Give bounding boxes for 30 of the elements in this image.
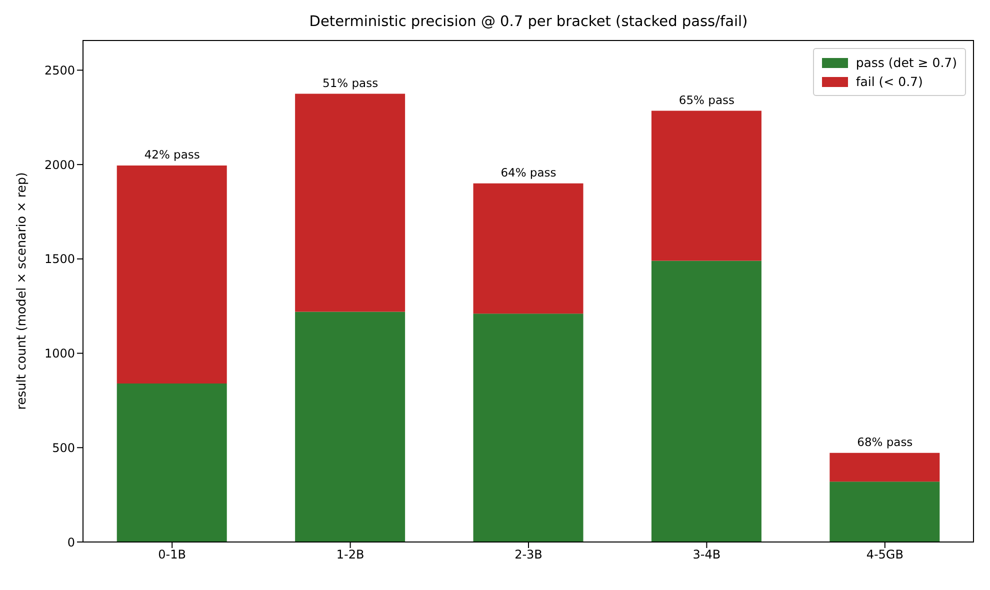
bar <box>473 314 584 542</box>
x-tick-label: 0-1B <box>158 548 186 562</box>
y-axis-title: result count (model × scenario × rep) <box>13 172 28 410</box>
annotation: 51% pass <box>322 76 378 90</box>
chart-title: Deterministic precision @ 0.7 per bracket (stacked pass/fail) <box>308 14 749 30</box>
x-tick-label: 2-3B <box>514 548 542 562</box>
bar <box>651 260 762 542</box>
y-tick-label: 2000 <box>44 158 75 172</box>
annotation: 65% pass <box>678 92 734 107</box>
x-tick-label: 1-2B <box>336 548 364 562</box>
x-tick-label: 3-4B <box>692 548 721 562</box>
y-tick-label: 0 <box>67 535 75 550</box>
bar <box>116 166 227 384</box>
bar <box>830 452 940 482</box>
bar <box>830 482 940 542</box>
bar <box>473 183 584 314</box>
x-tick-label: 4-5GB <box>866 548 904 562</box>
legend-label: fail (< 0.7) <box>856 73 923 91</box>
bar <box>651 110 762 261</box>
y-tick-label: 500 <box>52 440 75 455</box>
annotation: 64% pass <box>500 165 556 180</box>
y-tick-label: 1500 <box>44 252 75 266</box>
annotation: 68% pass <box>857 434 913 449</box>
bar <box>295 312 406 542</box>
bar <box>116 383 227 542</box>
legend-label: pass (det ≥ 0.7) <box>856 54 957 72</box>
y-tick-label: 2500 <box>44 63 75 78</box>
annotation: 42% pass <box>144 148 200 162</box>
bar <box>295 94 406 312</box>
y-tick-label: 1000 <box>44 346 75 361</box>
